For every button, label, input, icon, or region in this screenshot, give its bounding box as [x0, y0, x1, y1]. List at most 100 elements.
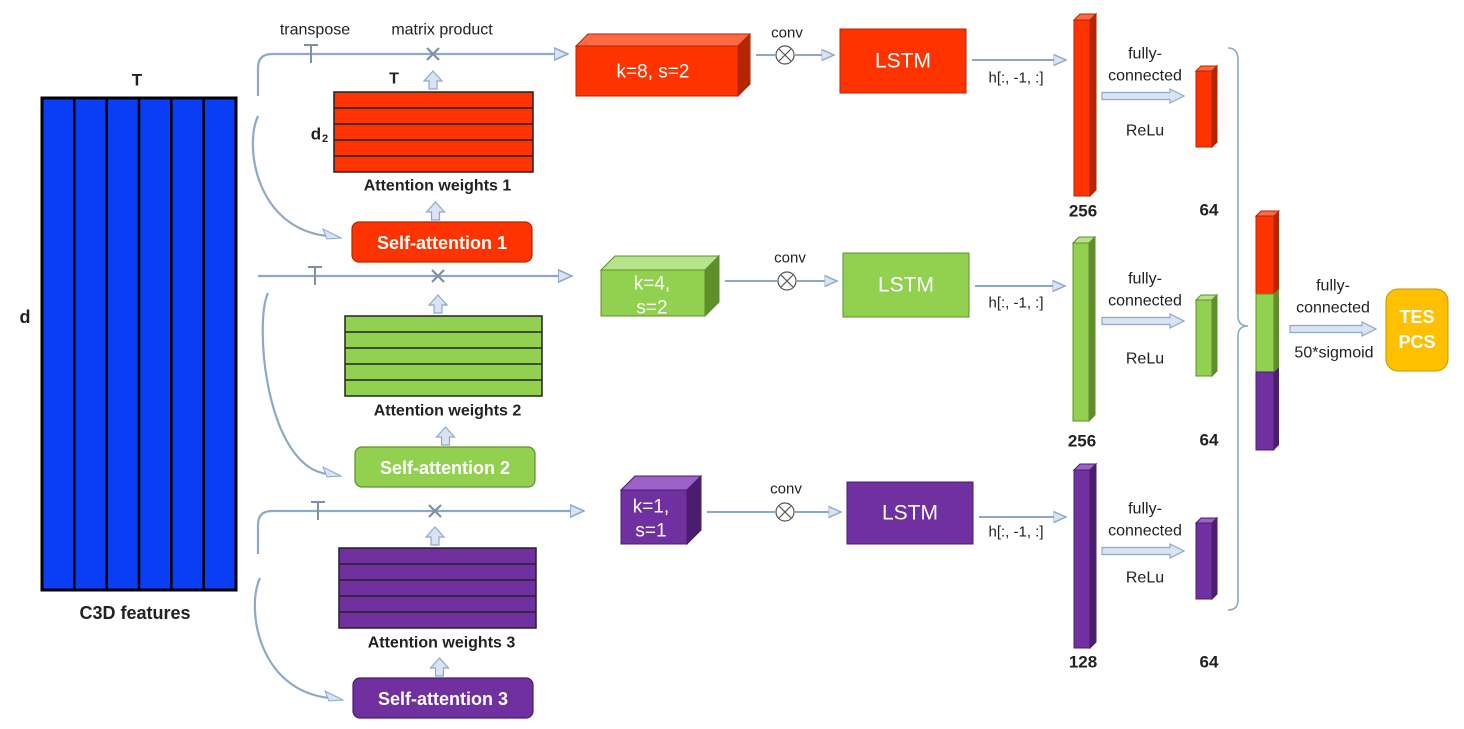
branch-1-output-vector-side [1211, 64, 1218, 149]
branch-1-lstm-label: LSTM [875, 50, 931, 73]
branch-2-attention-up-arrow [427, 294, 449, 314]
branch-3-curved-arrow-path [253, 577, 330, 700]
branch-1-conv-label: conv [771, 25, 803, 42]
branch-2-conv-block-top [599, 255, 721, 271]
concat-segment-side [1274, 211, 1279, 294]
branch-3-conv-operator-icon [775, 502, 795, 522]
branch-1-attention-d-label: d [311, 125, 321, 144]
branch-2-conv-params: k=4, [634, 274, 670, 295]
branch-3-feature-line [256, 511, 584, 554]
branch-2-hidden-state-label: h[:, -1, :] [988, 295, 1043, 312]
branch-3-lstm-label: LSTM [882, 502, 938, 525]
branch-3-feature-vector-front [1073, 469, 1091, 649]
branch-2-lstm-box [842, 252, 970, 318]
branch-1-self-attention-label: Self-attention 1 [377, 233, 507, 253]
branch-3-feature-vector-side [1089, 462, 1097, 650]
output-label-tes: TES [1399, 307, 1434, 327]
branch-1-attention-caption: Attention weights 1 [364, 178, 512, 195]
branch-1-conv-block-front [575, 45, 739, 97]
branch-2-output-vector-front [1195, 299, 1213, 377]
branch-3-matrix-product-icon-b [428, 504, 442, 518]
branch-2-self-attention-label: Self-attention 2 [380, 458, 510, 478]
branch-2-matrix-product-icon-b [431, 269, 445, 283]
branch-1-attention-t-label: T [389, 71, 399, 88]
branch-1-curved-arrow [251, 115, 343, 240]
branch-1-lstm-box [839, 28, 967, 94]
branch-3-conv-params: s=1 [635, 521, 666, 542]
branch-2-feature-vector [1071, 235, 1097, 423]
branch-3-curved-arrow-head [324, 689, 345, 702]
branch-3-feature-vector [1072, 462, 1098, 650]
output-box [1385, 288, 1449, 372]
branch-3-conv-label: conv [770, 481, 802, 498]
branch-1-feature-vector-front [1073, 19, 1091, 197]
concat-segment-1 [1255, 215, 1275, 295]
branch-3-conv-params: k=1, [633, 497, 669, 518]
final-fc-label-line1: fully- [1316, 278, 1350, 295]
branch-3-hidden-state-label: h[:, -1, :] [988, 524, 1043, 541]
branch-3-curved-arrow [253, 577, 345, 702]
branch-3-output-size: 64 [1200, 653, 1219, 672]
branch-2-attention-caption: Attention weights 2 [374, 403, 522, 420]
branch-1-curved-arrow-head [322, 227, 343, 240]
branch-3-conv-block [619, 474, 703, 546]
c3d-d-label: d [20, 307, 31, 327]
branch-1-conv-operator-icon [775, 45, 795, 65]
final-activation-label: 50*sigmoid [1294, 345, 1373, 362]
final-fc-arrow [1289, 321, 1378, 337]
transpose-label: transpose [280, 22, 350, 39]
branch-1-conv-operator-icon-b [778, 48, 792, 62]
branch-2-fc-arrow [1101, 313, 1186, 329]
branch-2-matrix-product-icon [431, 269, 445, 283]
branch-2-conv-block [599, 254, 721, 318]
branch-3-conv-operator-icon-b [778, 505, 792, 519]
branch-2-conv-block-front [600, 269, 706, 317]
branch-2-fc-label-line1: fully- [1128, 271, 1162, 288]
branch-1-attention-d-subscript: 2 [322, 133, 328, 145]
branch-3-fc-label-line2: connected [1108, 523, 1182, 540]
branch-1-curved-arrow-path [251, 115, 328, 238]
c3d-t-label: T [132, 71, 143, 90]
branch-3-attention-up-arrow [424, 526, 446, 546]
branch-2-curved-arrow-head [322, 465, 343, 478]
branch-1-self-attention-up-arrow [425, 201, 446, 221]
branch-2-output-size: 64 [1200, 431, 1219, 450]
c3d-caption: C3D features [79, 603, 190, 623]
branch-2-output-vector-side [1211, 293, 1218, 378]
concat-top [1254, 210, 1281, 217]
branch-2-attention-matrix [344, 315, 543, 397]
branch-1-matrix-product-icon-b [426, 47, 440, 61]
branch-2-relu-label: ReLu [1126, 351, 1164, 368]
branch-3-self-attention-label: Self-attention 3 [378, 689, 508, 709]
branch-1-conv-params: k=8, s=2 [617, 62, 690, 83]
concat-brace [1227, 47, 1249, 611]
branch-1-feature-vector-side [1089, 12, 1097, 198]
branch-1-fc-label-line2: connected [1108, 68, 1182, 85]
branch-3-conv-block-front [620, 489, 688, 545]
branch-1-feature-vector [1072, 12, 1098, 198]
branch-1-fc-label-line1: fully- [1128, 46, 1162, 63]
branch-2-conv-params: s=2 [636, 298, 667, 319]
branch-1-fc-arrow [1101, 88, 1186, 104]
output-label-pcs: PCS [1398, 332, 1435, 352]
branch-1-attention-matrix [333, 91, 534, 173]
branch-2-conv-operator-icon [777, 271, 797, 291]
branch-3-self-attention-up-arrow [429, 657, 450, 677]
branch-3-lstm-box [846, 481, 974, 545]
branch-2-feature-size: 256 [1068, 432, 1096, 451]
branch-3-attention-caption: Attention weights 3 [368, 635, 516, 652]
branch-3-fc-arrow [1101, 543, 1186, 559]
branch-1-self-attention-box [351, 221, 533, 263]
branch-1-output-vector-front [1195, 70, 1213, 148]
branch-2-self-attention-up-arrow [435, 426, 456, 446]
concat-segment-3 [1255, 371, 1275, 451]
branch-3-self-attention-box [352, 677, 534, 719]
branch-2-conv-operator-icon-b [780, 274, 794, 288]
branch-3-output-vector [1194, 516, 1219, 601]
branch-2-feature-vector-front [1072, 242, 1090, 422]
branch-2-lstm-label: LSTM [878, 274, 934, 297]
final-fc-label-line2: connected [1296, 300, 1370, 317]
branch-1-conv-block [574, 32, 752, 98]
branch-1-hidden-state-label: h[:, -1, :] [988, 70, 1043, 87]
